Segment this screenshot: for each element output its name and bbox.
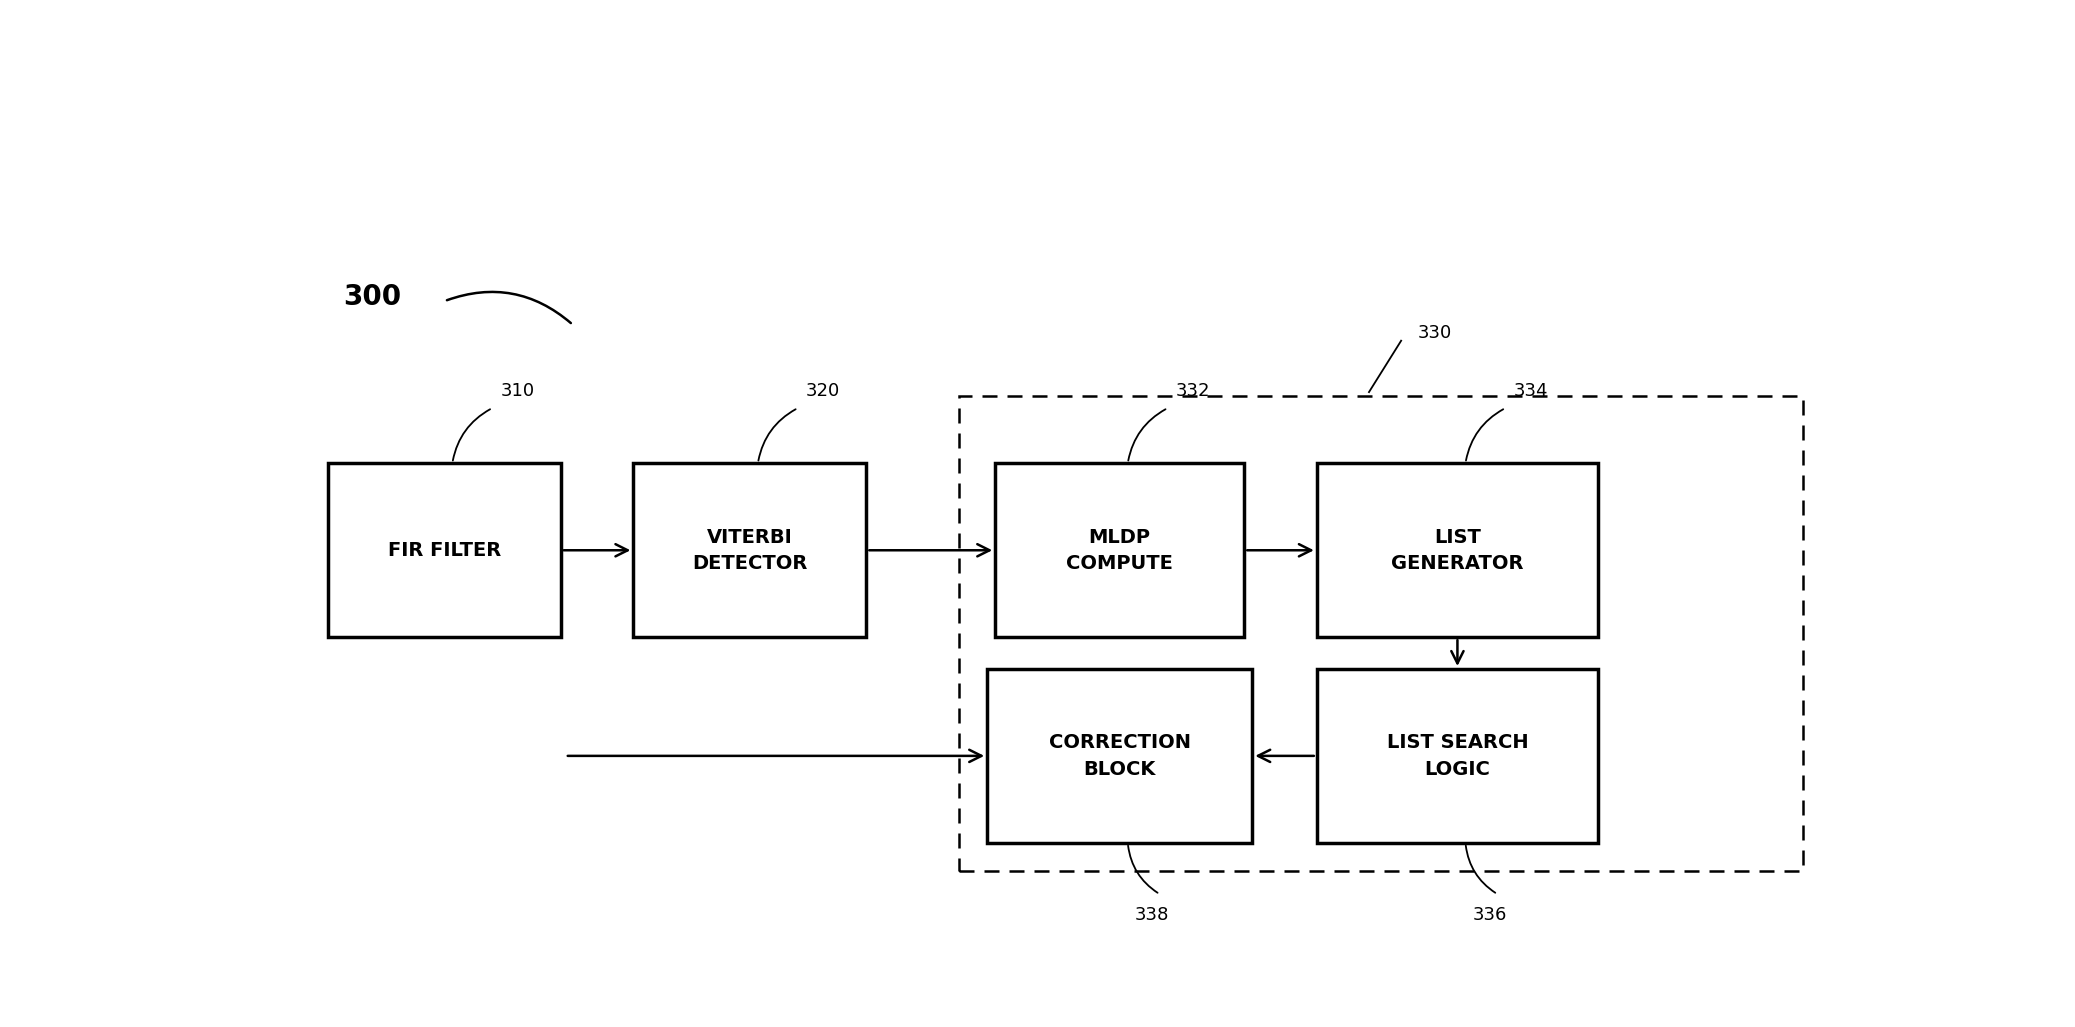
Text: LIST SEARCH
LOGIC: LIST SEARCH LOGIC [1386, 733, 1529, 778]
Text: VITERBI
DETECTOR: VITERBI DETECTOR [693, 528, 807, 573]
FancyBboxPatch shape [328, 463, 560, 637]
Text: 330: 330 [1417, 324, 1452, 342]
FancyBboxPatch shape [1318, 669, 1598, 843]
FancyBboxPatch shape [633, 463, 867, 637]
Text: 320: 320 [805, 382, 840, 400]
Text: 334: 334 [1515, 382, 1548, 400]
Text: CORRECTION
BLOCK: CORRECTION BLOCK [1048, 733, 1191, 778]
Text: 338: 338 [1135, 906, 1168, 924]
Text: LIST
GENERATOR: LIST GENERATOR [1390, 528, 1523, 573]
FancyBboxPatch shape [988, 669, 1253, 843]
FancyBboxPatch shape [1318, 463, 1598, 637]
Text: 310: 310 [500, 382, 535, 400]
Text: MLDP
COMPUTE: MLDP COMPUTE [1067, 528, 1172, 573]
Text: 300: 300 [342, 283, 400, 311]
Text: 332: 332 [1177, 382, 1210, 400]
Text: 336: 336 [1473, 906, 1506, 924]
FancyBboxPatch shape [996, 463, 1245, 637]
Text: FIR FILTER: FIR FILTER [388, 541, 500, 560]
